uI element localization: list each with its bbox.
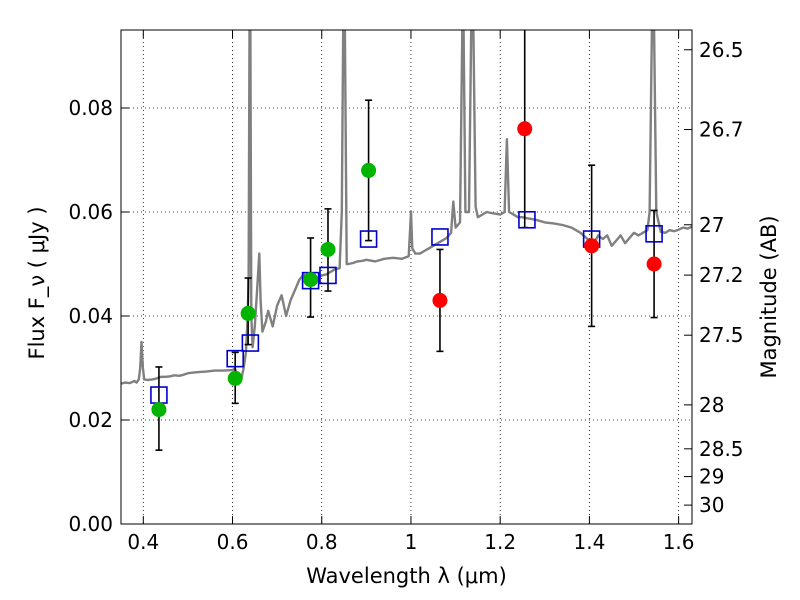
y2-tick-label: 26.5 [699,38,744,62]
y2-tick-label: 28.5 [699,437,744,461]
observed-point-green [303,272,319,288]
x-tick-label: 1.2 [484,530,516,554]
model-photometry-layer [150,211,663,404]
model-photometry-square [226,349,244,368]
model-photometry-square [431,228,449,246]
model-photometry-square [518,211,536,229]
y-axis-label: Flux F_ν ( μJy ) [25,206,50,359]
y2-axis-label: Magnitude (AB) [757,215,781,378]
observed-point-red [584,238,600,254]
plot-frame [120,29,693,525]
model-spectrum-layer [121,30,692,385]
model-photometry-square [645,225,663,243]
observed-point-red [432,292,448,308]
x-tick-label: 1.4 [573,530,605,554]
x-tick-label: 1.6 [663,530,695,554]
observed-point-green [151,402,167,418]
observed-points-layer [151,121,662,418]
y-tick-label: 0.02 [68,408,113,432]
observed-point-green [240,305,256,321]
observed-point-red [646,256,662,272]
y2-tick-label: 28 [699,393,724,417]
y2-tick-label: 27.5 [699,323,744,347]
observed-point-green [320,241,336,257]
x-tick-label: 0.8 [306,530,338,554]
observed-point-red [517,121,533,137]
observed-point-green [227,370,243,386]
y2-tick-label: 26.7 [699,118,744,142]
y-tick-label: 0.06 [68,200,113,224]
y2-tick-label: 29 [699,465,724,489]
y-tick-label: 0.04 [68,304,113,328]
model-photometry-square [241,334,260,352]
x-tick-label: 0.4 [127,530,159,554]
y-tick-label: 0.08 [68,96,113,120]
axis-ticks: 0.4 0.6 0.8 1 1.2 1.4 1.6 0.00 0.02 0.04 0.06 0.08 2… [68,30,744,554]
y2-tick-label: 27.2 [699,263,744,287]
x-axis-label: Wavelength λ (μm) [306,564,507,588]
model-spectrum-line [121,30,692,385]
observed-point-green [361,162,377,178]
y2-tick-label: 30 [699,493,724,517]
grid-lines [121,30,692,524]
model-photometry-square [359,230,378,248]
x-tick-label: 1 [405,530,418,554]
y2-tick-label: 27 [699,213,724,237]
y-tick-label: 0.00 [68,512,113,536]
x-tick-label: 0.6 [217,530,249,554]
model-photometry-square [319,266,337,285]
